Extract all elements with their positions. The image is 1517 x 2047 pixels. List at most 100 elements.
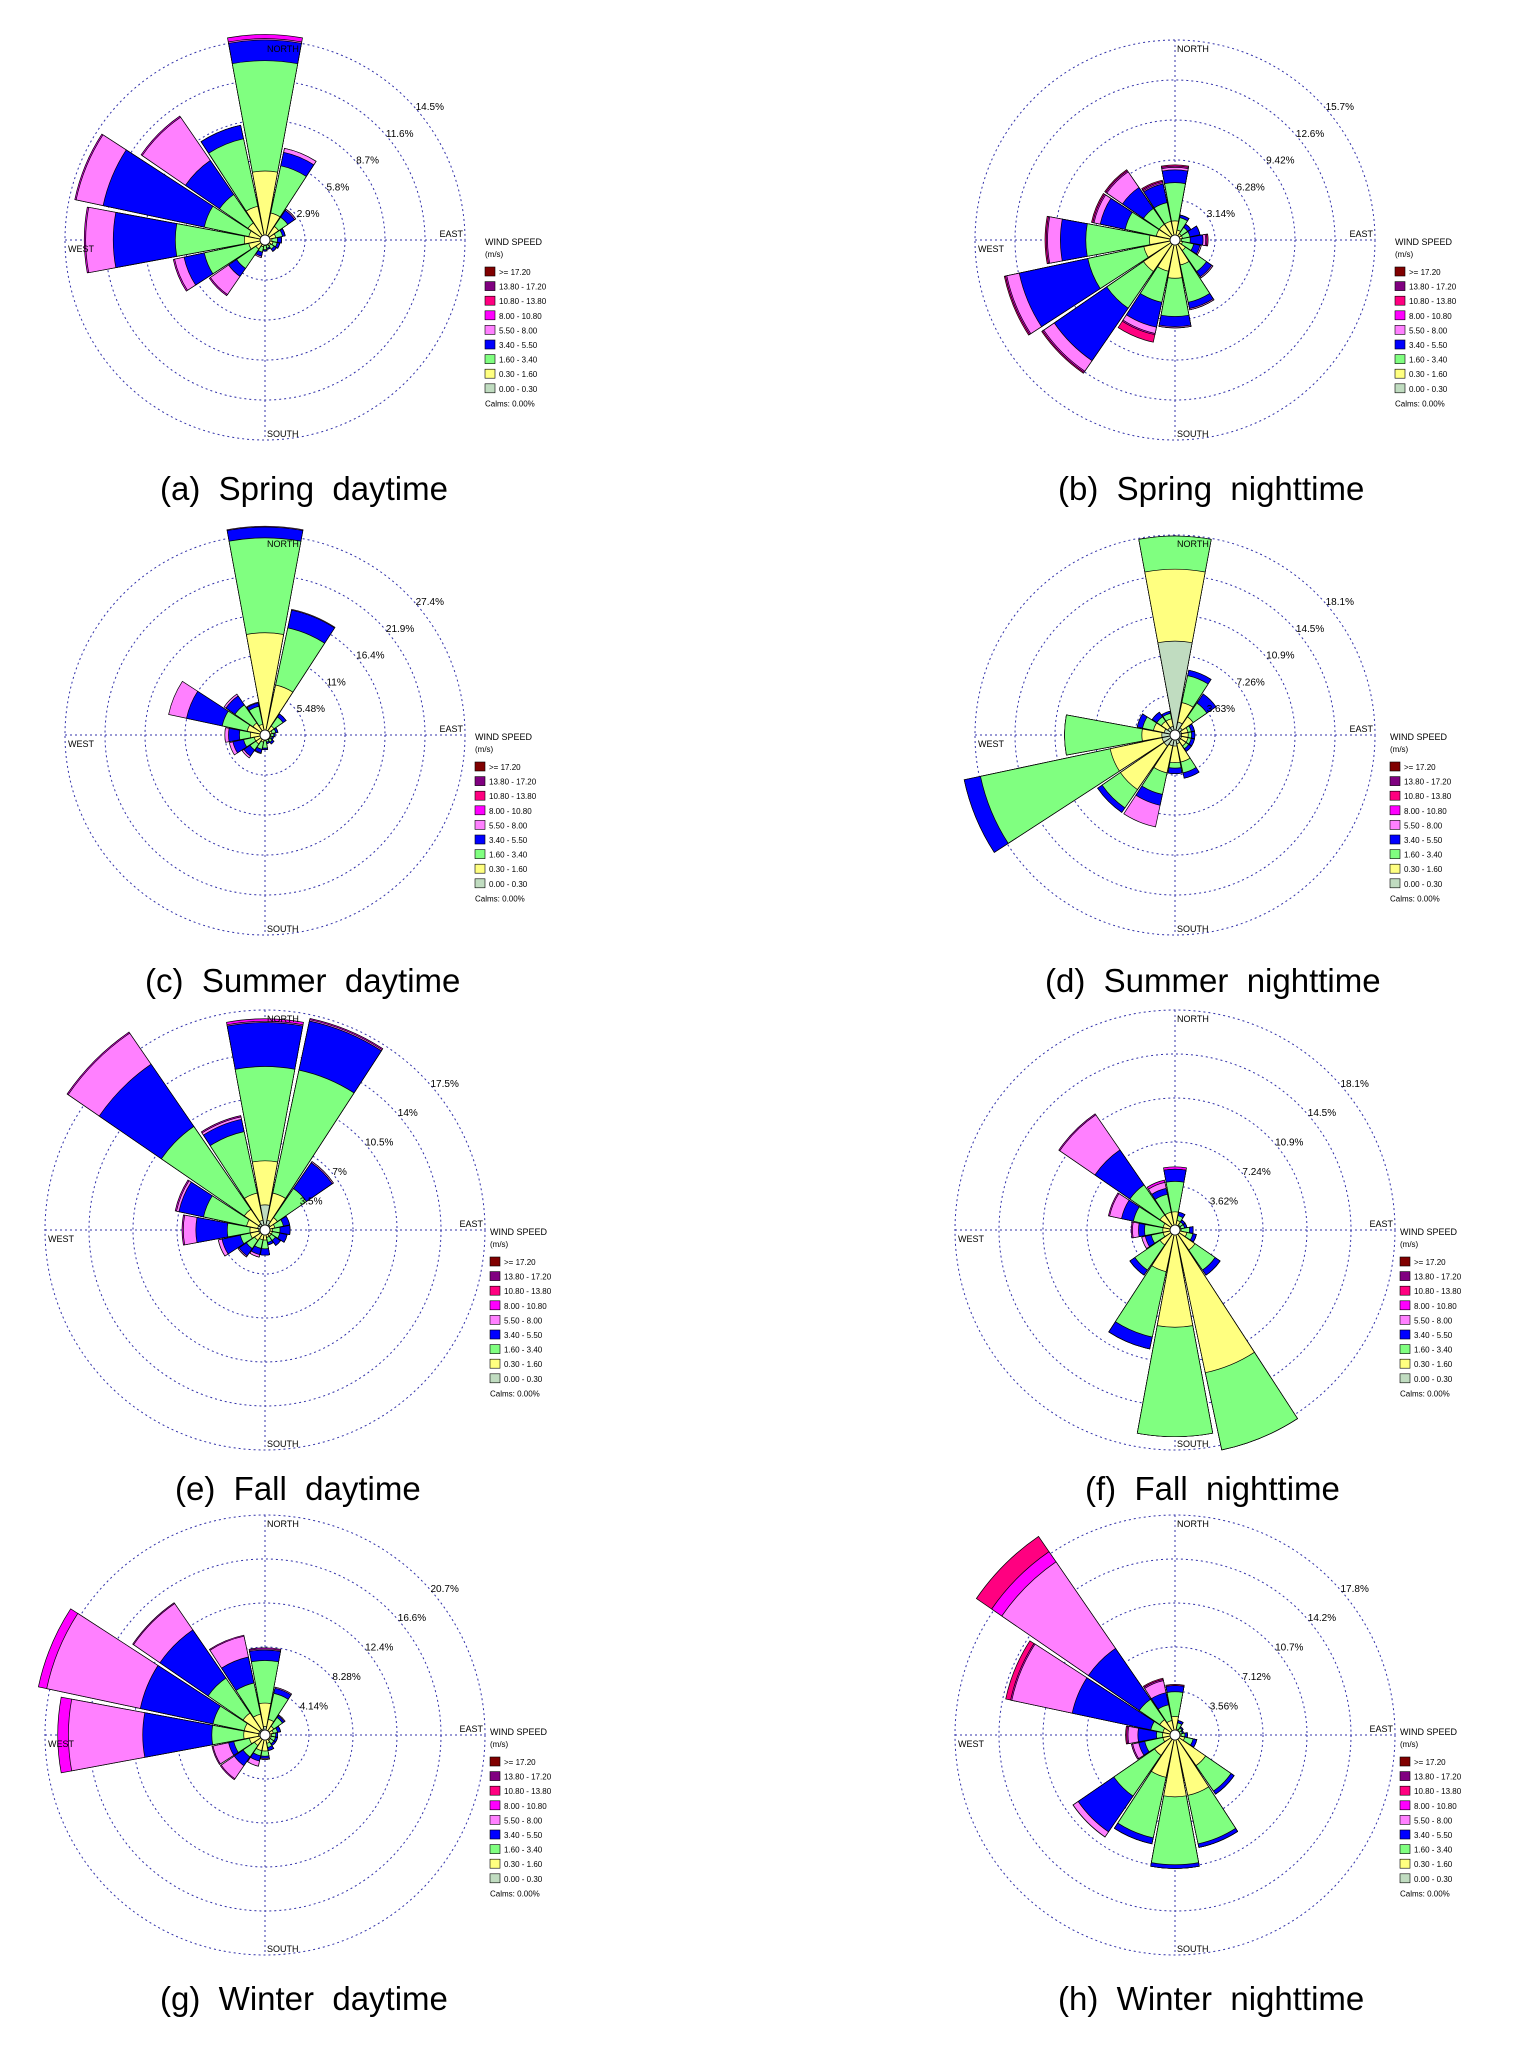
legend-swatch: [474, 761, 486, 772]
wind-rose-panel-6: 4.14% 8.28% 12.4% 16.6% 20.7% NORTH SOUTH EAST W…: [37, 1514, 552, 1956]
ring-label: 12.4%: [365, 1643, 393, 1654]
petal-segment: [247, 222, 266, 241]
legend-swatch: [484, 295, 496, 306]
legend-swatch: [489, 1300, 501, 1311]
legend-label: 3.40 - 5.50: [1404, 836, 1443, 845]
petal-segment: [1174, 1229, 1255, 1374]
petal-segment: [1157, 640, 1193, 736]
legend-label: 0.00 - 0.30: [1414, 1375, 1453, 1384]
legend-label: 0.00 - 0.30: [1409, 385, 1448, 394]
ring-label: 9.42%: [1266, 156, 1294, 167]
legend-label: 0.00 - 0.30: [499, 385, 538, 394]
direction-west: WEST: [978, 244, 1005, 254]
legend-label: 3.40 - 5.50: [489, 836, 528, 845]
direction-north: NORTH: [1177, 44, 1209, 54]
petal-segment: [1159, 1719, 1176, 1736]
petal-segment: [1156, 1229, 1194, 1328]
legend-label: 5.50 - 8.00: [489, 821, 528, 830]
petal-segment: [1174, 239, 1190, 266]
legend-swatch: [1394, 266, 1406, 277]
legend-label: 1.60 - 3.40: [489, 851, 528, 860]
petal-segment: [1174, 236, 1191, 244]
direction-south: SOUTH: [267, 429, 299, 439]
legend-label: 8.00 - 10.80: [504, 1802, 547, 1811]
ring-label: 16.4%: [356, 651, 384, 662]
direction-north: NORTH: [267, 1519, 299, 1529]
petal-segment: [249, 1226, 266, 1234]
ring-label: 10.9%: [1275, 1138, 1303, 1149]
speed-legend: WIND SPEED (m/s) >= 17.20 13.80 - 17.20 10.8…: [1399, 1227, 1462, 1398]
grid-ring: [64, 534, 466, 936]
calm-circle: [259, 1224, 271, 1236]
ring-label: 10.5%: [365, 1138, 393, 1149]
ring-label: 7.12%: [1242, 1672, 1270, 1683]
legend-swatch: [484, 325, 496, 335]
legend-label: 5.50 - 8.00: [1414, 1316, 1453, 1325]
petal-segment: [243, 1730, 266, 1740]
direction-west: WEST: [958, 1234, 985, 1244]
legend-swatch: [1389, 805, 1401, 816]
legend-swatch: [489, 1858, 501, 1869]
petal-segment: [234, 1066, 296, 1231]
calm-circle: [1169, 1224, 1181, 1236]
ring-label: 18.1%: [1340, 1079, 1368, 1090]
petal-segment: [1174, 1229, 1196, 1251]
wind-rose-panel-0: 2.9% 5.8% 8.7% 11.6% 14.5% NORTH SOUTH EAST WEST…: [64, 34, 547, 441]
legend-unit: (m/s): [490, 1240, 509, 1249]
legend-swatch: [1399, 1315, 1411, 1325]
legend-label: >= 17.20: [499, 268, 531, 277]
legend-label: 1.60 - 3.40: [499, 356, 538, 365]
petal-segment: [1154, 1734, 1176, 1756]
legend-swatch: [1399, 1800, 1411, 1811]
legend-label: 13.80 - 17.20: [1414, 1273, 1462, 1282]
petal-segment: [1171, 220, 1179, 241]
legend-swatch: [1389, 761, 1401, 772]
ring-label: 8.7%: [356, 156, 379, 167]
petal-segment: [1085, 223, 1176, 257]
ring-label: 2.9%: [297, 209, 320, 220]
legend-swatch: [489, 1271, 501, 1281]
legend-label: 8.00 - 10.80: [1404, 807, 1447, 816]
petal-segment: [1174, 1734, 1210, 1796]
legend-calms: Calms: 0.00%: [1400, 1889, 1450, 1898]
legend-swatch: [484, 339, 496, 350]
legend-swatch: [1394, 295, 1406, 306]
legend-title: WIND SPEED: [1400, 1227, 1458, 1237]
legend-label: >= 17.20: [1414, 1758, 1446, 1767]
legend-label: 8.00 - 10.80: [1414, 1802, 1457, 1811]
direction-south: SOUTH: [1177, 1439, 1209, 1449]
legend-label: 0.30 - 1.60: [1414, 1860, 1453, 1869]
ring-label: 3.5%: [300, 1197, 323, 1208]
ring-label: 3.63%: [1207, 704, 1235, 715]
legend-calms: Calms: 0.00%: [485, 399, 535, 408]
direction-south: SOUTH: [1177, 429, 1209, 439]
legend-swatch: [1399, 1271, 1411, 1281]
legend-label: >= 17.20: [489, 763, 521, 772]
direction-north: NORTH: [1177, 1519, 1209, 1529]
legend-label: 0.30 - 1.60: [1414, 1360, 1453, 1369]
legend-label: 10.80 - 13.80: [489, 792, 537, 801]
legend-swatch: [474, 878, 486, 889]
legend-title: WIND SPEED: [475, 732, 533, 742]
legend-swatch: [1399, 1815, 1411, 1825]
petal-segment: [1149, 234, 1176, 246]
legend-label: 8.00 - 10.80: [504, 1302, 547, 1311]
legend-swatch: [1389, 849, 1401, 859]
petal-segment: [1119, 734, 1176, 791]
petal-segment: [261, 1734, 269, 1752]
petal-segment: [1171, 1716, 1179, 1736]
legend-swatch: [489, 1800, 501, 1811]
petal-segment: [1071, 1677, 1176, 1736]
legend-label: 3.40 - 5.50: [504, 1831, 543, 1840]
ring-label: 8.28%: [332, 1672, 360, 1683]
petal-segment: [243, 235, 266, 245]
petal-segment: [245, 632, 285, 736]
legend-swatch: [484, 383, 496, 394]
speed-legend: WIND SPEED (m/s) >= 17.20 13.80 - 17.20 10.8…: [489, 1727, 552, 1898]
legend-label: 1.60 - 3.40: [1414, 1846, 1453, 1855]
calm-circle: [259, 234, 271, 246]
legend-label: >= 17.20: [1414, 1258, 1446, 1267]
legend-unit: (m/s): [1390, 745, 1409, 754]
legend-swatch: [1394, 354, 1406, 364]
